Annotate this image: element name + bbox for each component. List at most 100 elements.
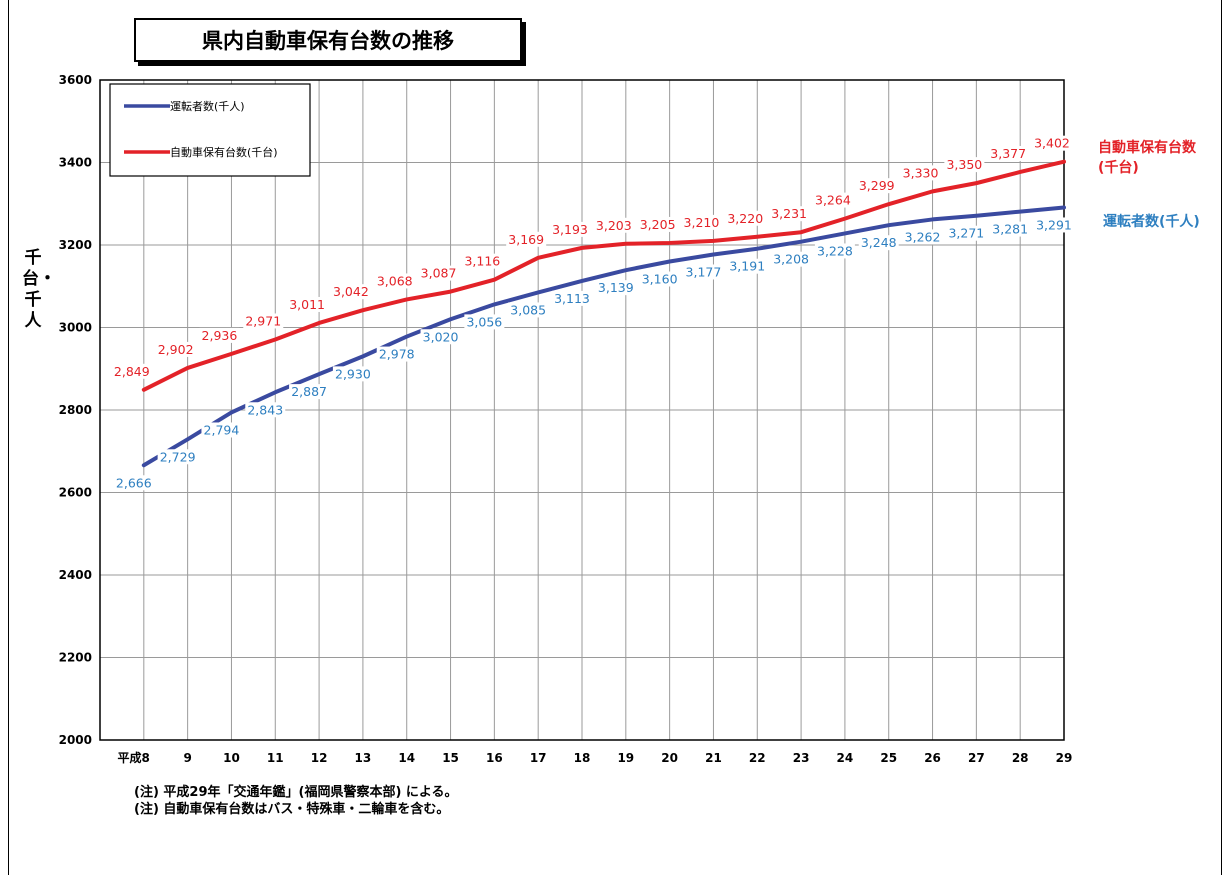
data-label: 3,085 bbox=[510, 302, 546, 317]
x-tick-label: 29 bbox=[1056, 751, 1073, 765]
y-tick-label: 3200 bbox=[59, 238, 92, 252]
data-label-bg bbox=[550, 221, 590, 237]
data-label-bg bbox=[462, 253, 503, 269]
legend-label: 自動車保有台数(千台) bbox=[170, 145, 278, 159]
data-label-bg bbox=[683, 264, 724, 280]
data-label-bg bbox=[900, 165, 941, 181]
data-label: 3,191 bbox=[729, 259, 765, 274]
note-source: (注) 平成29年「交通年鑑」(福岡県警察本部) による。 bbox=[134, 785, 458, 800]
data-label-bg bbox=[287, 296, 328, 312]
x-tick-label: 23 bbox=[793, 751, 810, 765]
data-label: 3,210 bbox=[684, 215, 720, 230]
chart-title: 県内自動車保有台数の推移 bbox=[134, 18, 522, 62]
data-label: 3,087 bbox=[421, 266, 457, 281]
chart-frame bbox=[8, 0, 1222, 875]
data-label: 3,042 bbox=[333, 284, 369, 299]
x-tick-label: 18 bbox=[574, 751, 591, 765]
data-label: 3,011 bbox=[289, 297, 325, 312]
x-tick-label: 25 bbox=[880, 751, 897, 765]
x-tick-label: 11 bbox=[267, 751, 284, 765]
data-label: 2,930 bbox=[335, 366, 371, 381]
x-tick-label: 12 bbox=[311, 751, 328, 765]
y-tick-label: 2400 bbox=[59, 568, 92, 582]
data-label-bg bbox=[552, 290, 592, 306]
data-label-bg bbox=[506, 231, 547, 247]
data-label: 2,843 bbox=[247, 402, 283, 417]
data-label-bg bbox=[856, 178, 897, 194]
data-label: 3,220 bbox=[727, 211, 763, 226]
data-label: 3,160 bbox=[642, 272, 678, 287]
data-label: 2,902 bbox=[158, 342, 194, 357]
x-tick-label: 26 bbox=[924, 751, 941, 765]
y-tick-label: 3600 bbox=[59, 73, 92, 87]
x-tick-label: 24 bbox=[837, 751, 854, 765]
data-label-bg bbox=[858, 235, 899, 251]
x-tick-label: 16 bbox=[486, 751, 503, 765]
series-line bbox=[141, 205, 1066, 468]
x-tick-label: 22 bbox=[749, 751, 766, 765]
data-label-bg bbox=[508, 302, 549, 318]
data-label: 2,978 bbox=[379, 347, 415, 362]
data-label: 3,231 bbox=[771, 206, 807, 221]
data-label: 3,139 bbox=[598, 280, 634, 295]
data-label-bg bbox=[593, 217, 634, 233]
data-label: 3,068 bbox=[377, 273, 413, 288]
data-label-bg bbox=[113, 475, 154, 491]
data-label-bg bbox=[771, 251, 812, 267]
x-tick-label: 19 bbox=[617, 751, 634, 765]
data-label: 3,056 bbox=[466, 314, 502, 329]
data-label: 3,350 bbox=[946, 157, 982, 172]
data-label: 3,271 bbox=[948, 226, 984, 241]
data-label-bg bbox=[639, 271, 680, 287]
y-tick-label: 2600 bbox=[59, 486, 92, 500]
data-label: 3,205 bbox=[640, 217, 676, 232]
data-label-bg bbox=[990, 221, 1031, 237]
data-label-bg bbox=[812, 192, 853, 208]
note-vehicles: (注) 自動車保有台数はバス・特殊車・二輪車を含む。 bbox=[134, 802, 450, 817]
data-label-bg bbox=[637, 216, 678, 232]
data-label-bg bbox=[245, 402, 286, 418]
x-tick-label: 17 bbox=[530, 751, 547, 765]
x-tick-label: 13 bbox=[355, 751, 372, 765]
data-label-bg bbox=[814, 243, 855, 259]
data-label-bg bbox=[243, 313, 284, 329]
data-label: 2,971 bbox=[245, 313, 281, 328]
data-label-bg bbox=[418, 265, 459, 281]
y-tick-label: 3400 bbox=[59, 156, 92, 170]
data-label: 3,330 bbox=[903, 165, 939, 180]
data-label: 2,849 bbox=[114, 364, 150, 379]
data-label: 3,203 bbox=[596, 218, 632, 233]
y-tick-label: 2200 bbox=[59, 651, 92, 665]
data-label-bg bbox=[157, 449, 198, 465]
notes: (注) 平成29年「交通年鑑」(福岡県警察本部) による。 (注) 自動車保有台… bbox=[134, 784, 458, 818]
x-tick-label: 平成8 bbox=[117, 750, 149, 765]
data-label-bg bbox=[944, 157, 985, 173]
legend-label: 運転者数(千人) bbox=[170, 100, 245, 113]
data-label: 3,113 bbox=[554, 291, 590, 306]
x-tick-label: 27 bbox=[968, 751, 985, 765]
data-label-bg bbox=[595, 280, 636, 296]
data-label-bg bbox=[289, 384, 330, 400]
data-label: 3,177 bbox=[686, 264, 722, 279]
data-label: 3,169 bbox=[508, 232, 544, 247]
data-label-bg bbox=[769, 206, 810, 222]
x-tick-label: 15 bbox=[442, 751, 459, 765]
data-label-bg bbox=[374, 273, 415, 289]
data-label: 2,729 bbox=[160, 449, 196, 464]
y-tick-label: 3000 bbox=[59, 321, 92, 335]
data-label-bg bbox=[199, 327, 240, 343]
data-label: 3,402 bbox=[1034, 136, 1070, 151]
x-tick-label: 21 bbox=[705, 751, 722, 765]
data-label-bg bbox=[332, 366, 373, 382]
x-tick-label: 9 bbox=[183, 751, 191, 765]
data-label: 3,116 bbox=[464, 254, 500, 269]
data-label-bg bbox=[330, 284, 371, 300]
data-label-bg bbox=[681, 214, 722, 230]
data-label-bg bbox=[111, 363, 152, 379]
legend-box bbox=[109, 83, 311, 177]
data-label: 3,193 bbox=[552, 222, 588, 237]
data-label-bg bbox=[946, 225, 987, 241]
data-label-bg bbox=[376, 346, 417, 362]
series-line bbox=[141, 159, 1066, 392]
